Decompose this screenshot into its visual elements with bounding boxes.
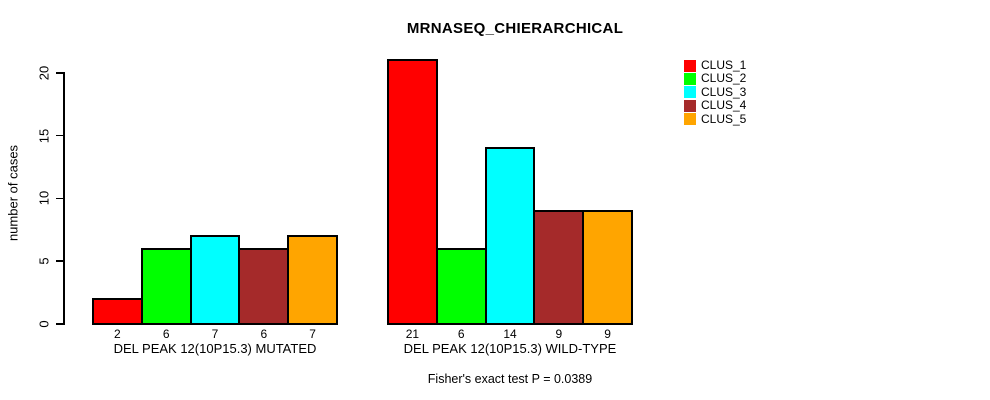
bar-value-label: 21 <box>405 327 420 341</box>
bar-clus_5 <box>582 210 633 325</box>
legend: CLUS_1 CLUS_2 CLUS_3 CLUS_4 CLUS_5 <box>684 58 747 126</box>
bar-value-label: 6 <box>260 327 268 341</box>
legend-item: CLUS_5 <box>684 111 747 126</box>
x-group-label: DEL PEAK 12(10P15.3) WILD-TYPE <box>403 341 617 356</box>
bar-value-label: 7 <box>309 327 316 341</box>
legend-color-swatch <box>684 73 696 86</box>
y-axis-label: number of cases <box>5 144 21 242</box>
bar-clus_3 <box>189 235 241 325</box>
y-tick-label: 10 <box>36 191 52 206</box>
legend-label: CLUS_1 <box>701 58 747 72</box>
bar-value-label: 14 <box>503 327 517 341</box>
y-tick-mark <box>56 134 63 137</box>
legend-color-swatch <box>684 113 696 126</box>
bar-clus_2 <box>435 247 487 325</box>
legend-item: CLUS_3 <box>684 84 747 99</box>
bar-clus_5 <box>287 235 338 325</box>
y-tick-mark <box>56 323 63 325</box>
y-tick-mark <box>56 197 63 199</box>
legend-label: CLUS_2 <box>701 71 747 86</box>
legend-item: CLUS_1 <box>684 58 747 72</box>
bar-value-label: 9 <box>604 327 611 341</box>
chart-title: MRNASEQ_CHIERARCHICAL <box>406 20 624 37</box>
bar-clus_4 <box>238 247 290 325</box>
x-group-label: DEL PEAK 12(10P15.3) MUTATED <box>113 341 317 356</box>
y-tick-label: 20 <box>36 65 52 80</box>
legend-item: CLUS_4 <box>684 98 747 113</box>
legend-color-swatch <box>684 86 696 99</box>
legend-label: CLUS_3 <box>701 84 747 99</box>
y-tick-label: 0 <box>36 320 52 328</box>
legend-color-swatch <box>684 59 696 72</box>
bar-value-label: 7 <box>211 327 219 341</box>
bar-value-label: 9 <box>555 327 563 341</box>
bar-clus_1 <box>92 297 143 325</box>
y-tick-mark <box>56 260 63 262</box>
legend-label: CLUS_4 <box>701 98 747 113</box>
bar-clus_3 <box>484 147 536 325</box>
y-tick-mark <box>56 72 63 74</box>
legend-label: CLUS_5 <box>701 111 747 126</box>
bar-value-label: 2 <box>114 327 121 341</box>
y-axis-line <box>63 72 65 325</box>
legend-item: CLUS_2 <box>684 71 747 86</box>
bar-clus_4 <box>533 210 585 325</box>
fisher-test-annotation: Fisher's exact test P = 0.0389 <box>427 372 593 386</box>
y-tick-label: 15 <box>36 128 52 143</box>
bar-clus_2 <box>140 247 192 325</box>
bar-value-label: 6 <box>457 327 465 341</box>
bar-value-label: 6 <box>162 327 170 341</box>
y-tick-label: 5 <box>36 257 52 265</box>
bar-clus_1 <box>387 59 438 325</box>
legend-color-swatch <box>684 99 696 112</box>
